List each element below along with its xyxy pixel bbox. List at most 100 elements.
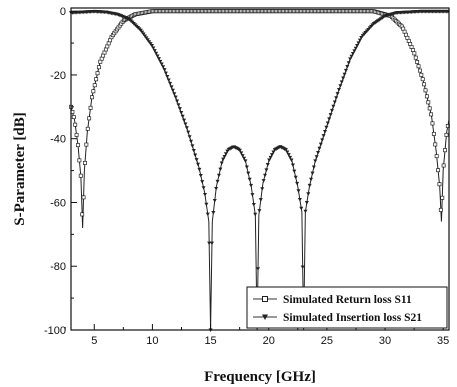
data-point — [329, 108, 334, 113]
data-point — [239, 151, 244, 155]
series-line — [70, 10, 450, 228]
series-s21 — [69, 9, 450, 332]
data-point — [423, 88, 428, 93]
data-point — [334, 96, 339, 100]
data-point — [413, 55, 418, 60]
data-point — [202, 192, 207, 197]
data-point — [196, 162, 201, 167]
data-point — [353, 46, 358, 51]
data-point — [156, 57, 161, 61]
data-point — [223, 152, 228, 156]
data-point — [246, 171, 251, 176]
data-point — [169, 85, 174, 89]
data-point — [177, 107, 182, 111]
data-point — [80, 212, 85, 217]
data-point — [264, 168, 269, 172]
data-point — [89, 95, 94, 100]
data-point — [163, 71, 168, 76]
data-point — [410, 48, 415, 53]
data-point — [88, 105, 93, 110]
data-point — [148, 42, 153, 46]
data-point — [237, 148, 242, 153]
data-point — [71, 115, 76, 119]
data-point — [190, 144, 195, 148]
data-point — [209, 241, 214, 246]
data-point — [221, 157, 226, 162]
data-point — [317, 146, 322, 151]
data-point — [144, 36, 149, 40]
data-point — [342, 72, 347, 77]
data-point — [355, 44, 360, 48]
y-tick-label: -100 — [44, 325, 66, 337]
data-point — [300, 265, 305, 270]
data-point — [313, 159, 318, 164]
data-point — [170, 88, 175, 93]
data-point — [216, 173, 221, 178]
data-point — [95, 71, 100, 76]
x-tick-label: 15 — [204, 335, 216, 347]
data-point — [207, 241, 212, 246]
data-point — [444, 132, 449, 137]
data-point — [197, 167, 202, 172]
data-point — [263, 173, 267, 178]
data-point — [303, 209, 308, 214]
data-point — [311, 165, 316, 170]
data-point — [441, 163, 446, 168]
data-point — [443, 148, 448, 153]
data-point — [152, 49, 157, 53]
series-layer — [69, 9, 450, 332]
data-point — [430, 121, 435, 126]
data-point — [191, 148, 196, 153]
data-point — [165, 75, 170, 79]
data-point — [176, 103, 181, 107]
data-point — [431, 131, 436, 136]
data-point — [77, 158, 82, 163]
legend-box — [246, 286, 448, 329]
data-point — [253, 212, 258, 217]
ticks-layer: 5 10 15 20 25 30 35 0 -20 -40 -60 -80 -100 — [44, 6, 449, 347]
data-point — [345, 65, 350, 69]
data-point — [292, 169, 297, 174]
data-point — [316, 151, 321, 155]
data-point — [200, 180, 205, 184]
legend-s21-label: Simulated Insertion loss S21 — [283, 312, 422, 324]
data-point — [436, 168, 441, 173]
data-point — [293, 175, 298, 180]
data-point — [422, 82, 427, 87]
data-point — [265, 163, 270, 167]
data-point — [84, 142, 89, 147]
data-point — [211, 210, 216, 215]
data-point — [434, 154, 439, 159]
legend: Simulated Return loss S11 Simulated Inse… — [246, 286, 448, 329]
legend-s21-marker — [262, 314, 268, 320]
data-point — [184, 126, 189, 130]
data-point — [250, 193, 255, 197]
y-axis-title: S-Parameter [dB] — [12, 112, 28, 225]
data-point — [258, 198, 263, 202]
data-point — [438, 207, 443, 212]
x-tick-label: 25 — [321, 335, 333, 347]
y-tick-label: -60 — [50, 197, 66, 209]
data-point — [147, 40, 152, 44]
data-point — [205, 212, 210, 217]
data-point — [285, 150, 290, 155]
data-point — [242, 156, 247, 161]
data-point — [416, 64, 421, 69]
plot-frame — [70, 7, 450, 331]
data-point — [304, 200, 309, 205]
data-point — [76, 143, 80, 148]
data-point — [204, 202, 209, 207]
data-point — [151, 46, 156, 51]
data-point — [295, 181, 300, 186]
series-line — [70, 11, 449, 331]
data-point — [267, 158, 272, 163]
data-point — [81, 195, 86, 200]
x-tick-label: 20 — [263, 335, 275, 347]
data-point — [194, 158, 199, 162]
data-point — [314, 155, 319, 159]
data-point — [331, 104, 336, 109]
data-point — [155, 54, 160, 59]
data-point — [182, 118, 187, 123]
data-point — [324, 125, 329, 130]
data-point — [249, 183, 254, 188]
